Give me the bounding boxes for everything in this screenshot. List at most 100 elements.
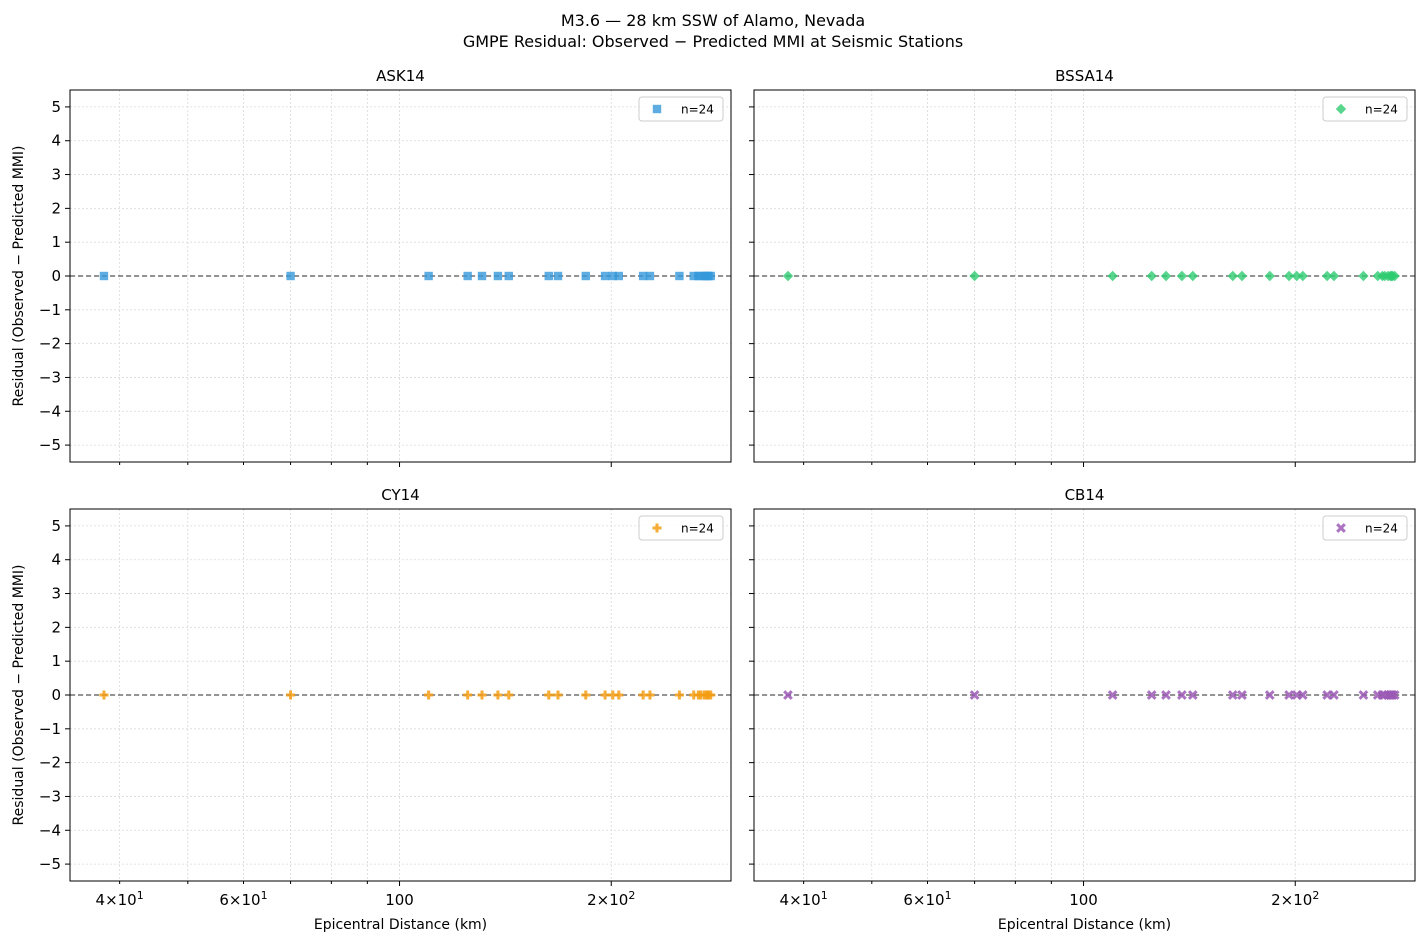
data-point xyxy=(638,271,648,281)
y-tick-label: 1 xyxy=(51,652,61,670)
legend-marker xyxy=(652,104,662,114)
data-point xyxy=(782,270,794,282)
data-point xyxy=(1227,270,1238,282)
legend-box xyxy=(638,515,724,541)
x-tick-label: 6×101 xyxy=(219,889,267,909)
x-tick-label: 4×101 xyxy=(96,889,144,909)
y-tick-label: 5 xyxy=(51,517,61,535)
panel-cb14: 4×101 6×101 100 2×102 CB14 Epicentral Distanc… xyxy=(749,486,1416,933)
data-point xyxy=(424,690,434,700)
data-point xyxy=(581,271,590,281)
data-point xyxy=(689,271,698,281)
data-point xyxy=(553,271,563,281)
data-point xyxy=(581,690,591,700)
x-tick-label: 100 xyxy=(385,891,414,909)
panel-bssa14: BSSA14 n=24 xyxy=(749,67,1416,467)
data-point xyxy=(969,270,980,282)
y-tick-label: 3 xyxy=(51,166,61,184)
data-point xyxy=(544,271,553,281)
y-tick-label: −4 xyxy=(39,821,61,839)
x-tick-exponent: 1 xyxy=(261,889,268,902)
legend-marker xyxy=(1336,523,1346,533)
data-point xyxy=(99,271,109,281)
legend-box xyxy=(1322,515,1408,541)
y-tick-label: −5 xyxy=(39,855,61,873)
x-tick-exponent: 1 xyxy=(821,889,828,902)
y-tick-label: 1 xyxy=(51,233,61,251)
y-tick-label: 5 xyxy=(51,98,61,116)
y-tick-label: −1 xyxy=(39,720,61,738)
data-point xyxy=(493,271,503,281)
legend: n=24 xyxy=(1322,515,1408,541)
y-tick-label: 0 xyxy=(51,267,61,285)
data-point xyxy=(1321,270,1333,282)
panel-cy14: 5 4 3 2 1 0 −1 −2 −3 −4 −5 4×101 6×101 100 2×102 CY14 Re… xyxy=(11,486,732,933)
data-point xyxy=(286,690,296,700)
x-tick-exponent: 2 xyxy=(628,889,635,902)
x-tick-label: 2×102 xyxy=(1271,889,1319,909)
legend: n=24 xyxy=(1322,96,1408,122)
y-tick-label: −2 xyxy=(39,335,61,353)
data-point xyxy=(706,690,716,700)
panel-title: CY14 xyxy=(381,486,419,504)
legend-label: n=24 xyxy=(681,522,714,536)
data-point xyxy=(1146,270,1157,282)
x-axis-label: Epicentral Distance (km) xyxy=(998,917,1171,933)
data-point xyxy=(99,690,109,700)
x-tick-exponent: 1 xyxy=(945,889,952,902)
x-axis-label: Epicentral Distance (km) xyxy=(314,917,487,933)
y-tick-label: 3 xyxy=(51,585,61,603)
figure-subtitle: GMPE Residual: Observed − Predicted MMI … xyxy=(463,32,963,51)
x-tick-label: 6×101 xyxy=(903,889,951,909)
data-point xyxy=(1387,690,1398,700)
data-point xyxy=(706,271,715,281)
x-tick-exponent: 2 xyxy=(1312,889,1319,902)
panel-ask14: 5 4 3 2 1 0 −1 −2 −3 −4 −5 ASK14 Residual (Observed … xyxy=(11,67,732,467)
data-point xyxy=(504,271,513,281)
y-tick-label: 0 xyxy=(51,686,61,704)
data-point xyxy=(553,690,563,700)
data-point xyxy=(1237,690,1247,700)
data-point xyxy=(1176,270,1188,282)
data-point xyxy=(675,271,684,281)
x-tick-exponent: 1 xyxy=(137,889,144,902)
data-point xyxy=(608,271,617,281)
legend-marker xyxy=(652,523,662,533)
legend-box xyxy=(1322,96,1408,122)
y-tick-label: 2 xyxy=(51,618,61,636)
figure-title: M3.6 — 28 km SSW of Alamo, Nevada xyxy=(561,11,865,30)
x-tick-label: 100 xyxy=(1069,891,1098,909)
data-point xyxy=(600,690,610,700)
y-axis-label: Residual (Observed − Predicted MMI) xyxy=(11,146,27,407)
data-point xyxy=(645,690,655,700)
data-point xyxy=(1389,690,1400,700)
legend-label: n=24 xyxy=(1365,103,1398,117)
data-point xyxy=(1161,690,1171,700)
data-point xyxy=(1264,270,1275,282)
x-tick-label: 2×102 xyxy=(587,889,635,909)
y-tick-label: −1 xyxy=(39,301,61,319)
data-point xyxy=(1146,690,1157,700)
data-point xyxy=(674,690,684,700)
data-point xyxy=(1187,690,1198,700)
legend-label: n=24 xyxy=(681,103,714,117)
y-tick-label: −2 xyxy=(39,754,61,772)
y-tick-label: 4 xyxy=(51,551,61,569)
legend-box xyxy=(638,96,724,122)
data-point xyxy=(477,690,487,700)
data-point xyxy=(1329,690,1339,700)
y-tick-label: 2 xyxy=(51,199,61,217)
data-point xyxy=(645,271,655,281)
data-point xyxy=(614,690,624,700)
data-point xyxy=(614,271,623,281)
legend-label: n=24 xyxy=(1365,522,1398,536)
data-point xyxy=(1227,690,1238,700)
data-point xyxy=(1389,270,1400,282)
data-point xyxy=(504,690,514,700)
data-point xyxy=(1291,270,1302,282)
data-point xyxy=(1160,270,1172,282)
data-point xyxy=(1328,270,1340,282)
data-point xyxy=(1187,270,1198,282)
data-point xyxy=(1107,270,1118,282)
